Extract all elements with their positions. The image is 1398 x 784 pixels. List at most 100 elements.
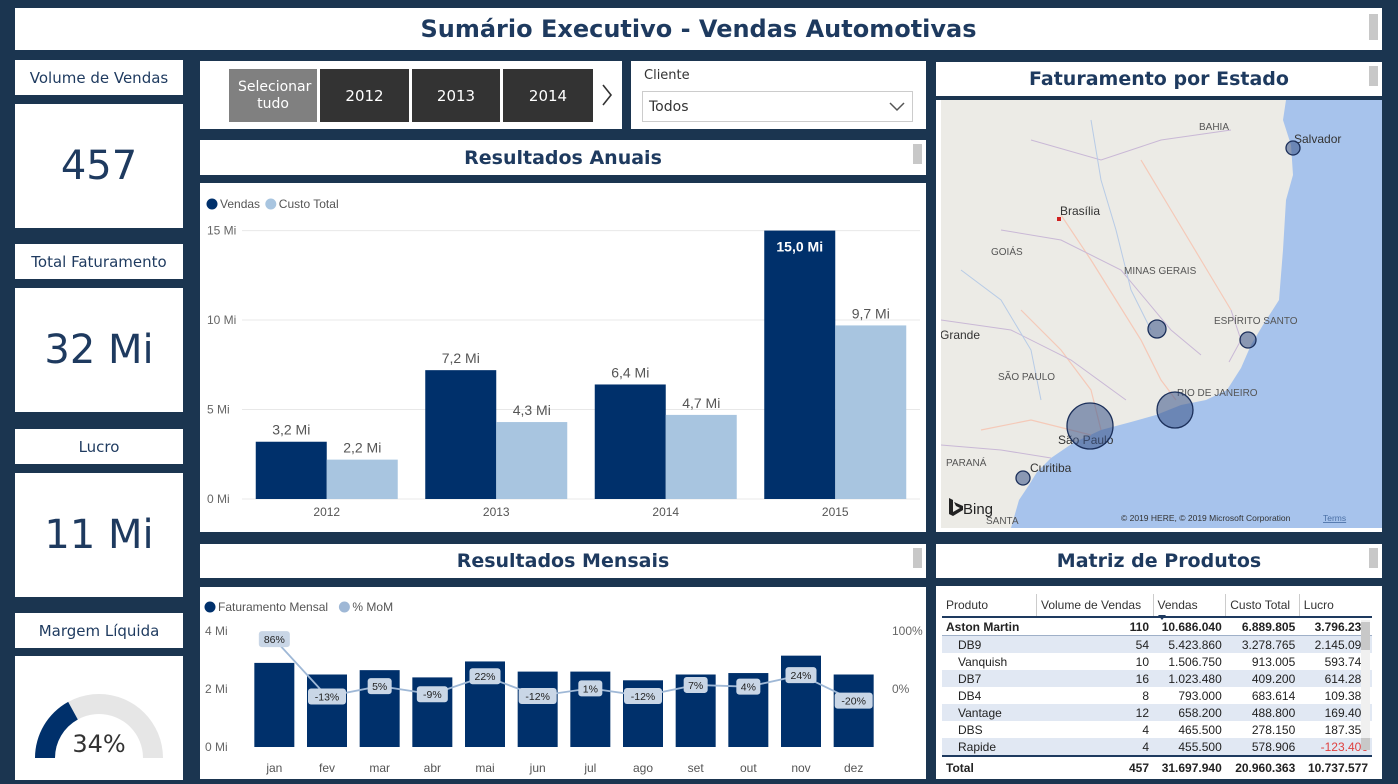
x-tick-label: fev bbox=[319, 761, 335, 775]
table-row[interactable]: DB4 8 793.000 683.614 109.386 bbox=[942, 687, 1372, 704]
cell: 31.697.940 bbox=[1153, 755, 1226, 779]
page-title: Sumário Executivo - Vendas Automotivas bbox=[420, 15, 977, 43]
map-bubble-es[interactable] bbox=[1239, 331, 1257, 349]
table-row[interactable]: Rapide 4 455.500 578.906 -123.406 bbox=[942, 738, 1372, 756]
matrix-scroll-thumb[interactable] bbox=[1361, 622, 1370, 650]
x-tick-label: jan bbox=[265, 761, 282, 775]
cell: 110 bbox=[1036, 617, 1154, 636]
monthly-chart: Faturamento Mensal % MoM 0 Mi 2 Mi 4 Mi 0% 100… bbox=[204, 600, 923, 775]
bar-custo[interactable] bbox=[835, 325, 907, 499]
cell: 4 bbox=[1142, 722, 1150, 737]
bar-faturamento[interactable] bbox=[254, 662, 295, 747]
bar-vendas[interactable] bbox=[594, 384, 666, 499]
kpi-lucro-card: 11 Mi bbox=[15, 473, 183, 597]
bar-custo[interactable] bbox=[496, 422, 568, 499]
cell-negative: -123.406 bbox=[1299, 738, 1372, 756]
cell: Aston Martin bbox=[942, 617, 1037, 636]
matrix-total-row: Total 457 31.697.940 20.960.363 10.737.5… bbox=[942, 755, 1372, 779]
client-dropdown[interactable]: Todos bbox=[642, 91, 913, 122]
y-tick-label: 0 Mi bbox=[207, 492, 230, 506]
cell: 614.280 bbox=[1299, 670, 1372, 687]
map-bubble-ba[interactable] bbox=[1285, 140, 1301, 156]
chevron-down-icon bbox=[889, 102, 905, 112]
annual-header-scrollbar[interactable] bbox=[913, 144, 922, 164]
col-vendas[interactable]: Vendas bbox=[1152, 594, 1226, 620]
kpi-volume-value: 457 bbox=[60, 143, 138, 189]
kpi-faturamento-value: 32 Mi bbox=[44, 327, 154, 373]
matrix-scrollbar[interactable] bbox=[1361, 620, 1370, 750]
year-label-2012: 2012 bbox=[345, 86, 384, 105]
cell: DB9 bbox=[942, 635, 1037, 653]
mom-label: 86% bbox=[264, 634, 285, 646]
matrix-header-scrollbar[interactable] bbox=[1369, 548, 1378, 568]
cell: 10 bbox=[1135, 654, 1150, 669]
mom-label-bg bbox=[785, 667, 817, 684]
chevron-right-icon[interactable] bbox=[600, 83, 614, 107]
y2-tick-label: 100% bbox=[892, 624, 923, 638]
map-label-sao-paulo-state: SÃO PAULO bbox=[998, 370, 1055, 383]
bar-custo[interactable] bbox=[665, 414, 737, 499]
x-tick-label: jun bbox=[529, 761, 546, 775]
cell: 409.200 bbox=[1225, 670, 1300, 687]
table-row[interactable]: DBS 4 465.500 278.150 187.350 bbox=[942, 721, 1372, 738]
map-bubble-pr[interactable] bbox=[1015, 470, 1031, 486]
monthly-header-scrollbar[interactable] bbox=[913, 548, 922, 568]
matrix-group-row[interactable]: Aston Martin 110 10.686.040 6.889.805 3.… bbox=[942, 617, 1372, 636]
col-volume[interactable]: Volume de Vendas bbox=[1036, 594, 1154, 618]
year-button-2012[interactable]: 2012 bbox=[320, 69, 409, 122]
y-tick-label: 2 Mi bbox=[205, 682, 228, 696]
table-row[interactable]: Vantage 12 658.200 488.800 169.400 bbox=[942, 704, 1372, 721]
y2-tick-label: 0% bbox=[892, 682, 910, 696]
mom-label: -12% bbox=[525, 691, 550, 703]
cell: 169.400 bbox=[1299, 704, 1372, 721]
cell: 8 bbox=[1142, 688, 1150, 703]
legend-marker bbox=[338, 601, 350, 613]
map-header-scrollbar[interactable] bbox=[1369, 66, 1378, 86]
bar-vendas[interactable] bbox=[425, 370, 497, 499]
cell: 1.023.480 bbox=[1153, 670, 1226, 687]
kpi-lucro-value: 11 Mi bbox=[44, 512, 154, 558]
table-row[interactable]: DB7 16 1.023.480 409.200 614.280 bbox=[942, 670, 1372, 687]
table-row[interactable]: DB9 54 5.423.860 3.278.765 2.145.095 bbox=[942, 635, 1372, 653]
map-bubble-mg[interactable] bbox=[1147, 319, 1167, 339]
cell: 2.145.095 bbox=[1299, 635, 1372, 653]
year-button-2014[interactable]: 2014 bbox=[503, 69, 593, 122]
legend-label: % MoM bbox=[352, 600, 393, 614]
cell: 793.000 bbox=[1178, 688, 1222, 703]
title-scrollbar[interactable] bbox=[1369, 14, 1378, 40]
matrix-scroll-thumb-lower[interactable] bbox=[1361, 738, 1370, 750]
cell: 54 bbox=[1036, 635, 1154, 653]
bar-faturamento[interactable] bbox=[833, 674, 874, 748]
col-produto[interactable]: Produto bbox=[942, 594, 1037, 618]
bar-faturamento[interactable] bbox=[517, 671, 558, 747]
kpi-margem-card: 34% bbox=[15, 656, 183, 780]
cell: 465.500 bbox=[1178, 722, 1222, 737]
table-row[interactable]: Vanquish 10 1.506.750 913.005 593.745 bbox=[942, 653, 1372, 670]
map-label-parana: PARANÁ bbox=[946, 456, 987, 469]
bar-custo[interactable] bbox=[326, 459, 398, 499]
data-label: 2,2 Mi bbox=[343, 440, 381, 456]
select-all-button[interactable]: Selecionar tudo bbox=[229, 69, 317, 122]
cell: Rapide bbox=[942, 738, 1037, 756]
col-custo[interactable]: Custo Total bbox=[1225, 594, 1300, 618]
x-tick-label: mai bbox=[475, 761, 494, 775]
kpi-volume-card: 457 bbox=[15, 104, 183, 228]
cell: 109.386 bbox=[1324, 688, 1368, 703]
map-bubble-rj[interactable] bbox=[1156, 391, 1194, 429]
map-canvas[interactable]: BAHIA Salvador Brasília GOIÁS MINAS GERA… bbox=[941, 100, 1382, 532]
map-label-curitiba: Curitiba bbox=[1030, 461, 1072, 475]
cell: 593.745 bbox=[1324, 654, 1368, 669]
bar-vendas[interactable] bbox=[255, 441, 327, 499]
year-button-2013[interactable]: 2013 bbox=[412, 69, 500, 122]
map-terms-link[interactable]: Terms bbox=[1323, 513, 1346, 523]
cell: 578.906 bbox=[1225, 738, 1300, 756]
map-rivers bbox=[960, 119, 1152, 401]
bar-faturamento[interactable] bbox=[307, 674, 347, 748]
select-all-label: Selecionar tudo bbox=[238, 78, 312, 112]
cell: DB7 bbox=[942, 670, 1037, 687]
map-bubble-sp[interactable] bbox=[1066, 402, 1114, 450]
matrix-panel: Produto Volume de Vendas Vendas Custo To… bbox=[936, 586, 1382, 779]
col-lucro[interactable]: Lucro bbox=[1298, 594, 1372, 618]
bar-vendas[interactable] bbox=[764, 230, 836, 499]
product-matrix: Produto Volume de Vendas Vendas Custo To… bbox=[942, 594, 1372, 779]
